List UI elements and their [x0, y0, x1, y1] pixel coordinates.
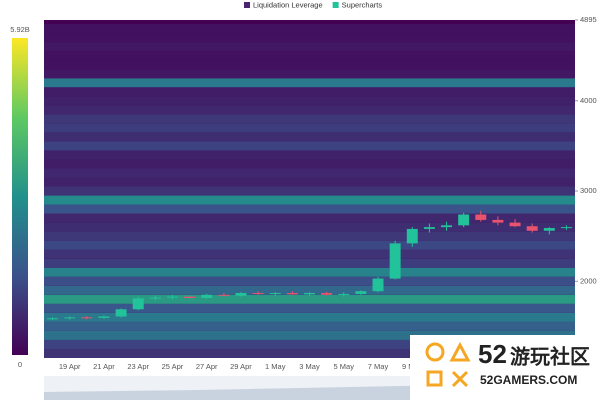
heat-cell — [44, 60, 575, 70]
x-tick-label: 3 May — [299, 362, 320, 371]
icon — [449, 341, 471, 362]
heat-cell — [44, 339, 575, 349]
watermark-text: 52GAMERS.COM — [480, 373, 577, 387]
candle-body — [338, 293, 350, 295]
heat-cell — [44, 321, 575, 331]
heat-cell — [44, 276, 575, 286]
watermark-text: 游玩社区 — [510, 344, 590, 368]
heat-cell — [44, 78, 575, 88]
y-tick-label: 4000 — [580, 96, 597, 105]
x-tick-label: 21 Apr — [93, 362, 115, 371]
heat-cell — [44, 195, 575, 205]
heat-cell — [44, 204, 575, 214]
heat-cell — [44, 240, 575, 250]
heat-cell — [44, 114, 575, 124]
x-tick-label: 25 Apr — [162, 362, 184, 371]
candle-body — [184, 296, 196, 298]
heat-cell — [44, 42, 575, 52]
heat-cell — [44, 159, 575, 169]
y-tick-label: 4895 — [580, 15, 597, 24]
heat-cell — [44, 294, 575, 304]
candle-body — [441, 225, 453, 228]
candle-body — [543, 228, 555, 231]
heat-cell — [44, 213, 575, 223]
heat-cell — [44, 285, 575, 295]
legend-swatch — [244, 2, 250, 8]
legend-swatch — [332, 2, 339, 8]
y-tick-label: 2000 — [580, 276, 597, 285]
colorbar-label: 0 — [18, 360, 22, 369]
candle-body — [458, 214, 470, 226]
watermark-text: 52 — [478, 339, 507, 369]
x-tick-label: 1 May — [265, 362, 286, 371]
heat-cell — [44, 303, 575, 313]
heat-cell — [44, 186, 575, 196]
candle-body — [132, 298, 144, 310]
watermark-icons — [425, 341, 471, 388]
candle-body — [423, 227, 435, 229]
x-tick-label: 7 May — [368, 362, 389, 371]
x-tick-label: 29 Apr — [230, 362, 252, 371]
heat-cell — [44, 150, 575, 160]
candle-body — [47, 318, 59, 320]
candle-body — [321, 293, 333, 295]
y-tick-label: 3000 — [580, 186, 597, 195]
candle-body — [286, 293, 298, 295]
candle-body — [475, 214, 487, 220]
candle-body — [218, 294, 230, 296]
heat-cell — [44, 132, 575, 142]
candle-body — [201, 294, 213, 298]
heat-cell — [44, 33, 575, 43]
heat-cell — [44, 87, 575, 97]
x-tick-label: 23 Apr — [127, 362, 149, 371]
candle-body — [269, 293, 281, 295]
legend-label: Supercharts — [342, 0, 383, 9]
candle-body — [560, 227, 572, 229]
x-tick-label: 27 Apr — [196, 362, 218, 371]
heat-cell — [44, 168, 575, 178]
candle-body — [64, 317, 76, 319]
candle-body — [166, 296, 178, 298]
candle-body — [355, 291, 367, 294]
heat-cell — [44, 123, 575, 133]
colorbar — [12, 38, 28, 355]
icon — [425, 342, 445, 362]
candle-body — [149, 297, 161, 299]
candle-body — [81, 317, 93, 319]
candle-body — [98, 316, 110, 318]
heat-cell — [44, 267, 575, 277]
heat-cell — [44, 177, 575, 187]
heat-cell — [44, 330, 575, 340]
colorbar-label: 5.92B — [10, 25, 30, 34]
heat-cell — [44, 105, 575, 115]
candle-body — [389, 243, 401, 279]
candle-body — [526, 226, 538, 231]
candle-body — [406, 228, 418, 244]
heat-cell — [44, 141, 575, 151]
icon — [451, 370, 469, 388]
x-tick-label: 19 Apr — [59, 362, 81, 371]
legend-label: Liquidation Leverage — [253, 0, 323, 9]
candle-body — [115, 309, 127, 317]
candle-body — [304, 293, 315, 295]
candle-body — [252, 293, 264, 295]
heat-cell — [44, 249, 575, 259]
heat-cell — [44, 222, 575, 232]
heat-cell — [44, 51, 575, 61]
icon — [426, 370, 443, 387]
candle-body — [509, 222, 521, 227]
heat-cell — [44, 348, 575, 358]
x-tick-label: 5 May — [334, 362, 355, 371]
heat-cell — [44, 231, 575, 241]
candle-body — [235, 293, 247, 296]
heat-cell — [44, 96, 575, 106]
heat-cell — [44, 312, 575, 322]
candle-body — [492, 219, 504, 223]
candle-body — [372, 278, 384, 292]
heat-cell — [44, 24, 575, 34]
heat-cell — [44, 258, 575, 268]
heat-cell — [44, 69, 575, 79]
